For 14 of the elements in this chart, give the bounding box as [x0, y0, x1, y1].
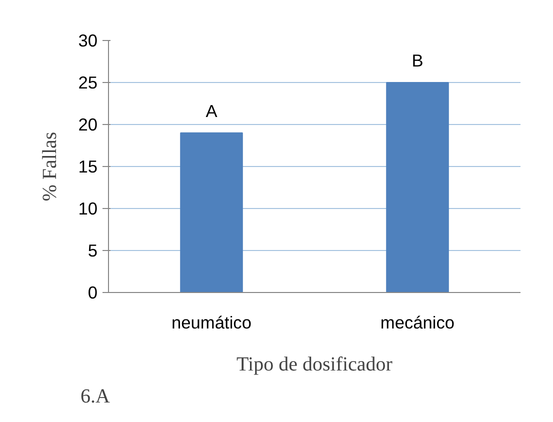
x-tick-label: neumático: [172, 312, 252, 332]
text: 6.A: [80, 386, 110, 408]
y-tick-label: 25: [78, 72, 98, 92]
y-tick-label: 20: [78, 114, 98, 134]
y-tick-label: 0: [88, 282, 98, 302]
y-tick-label: 30: [78, 30, 98, 50]
y-tick-label: 5: [88, 240, 98, 260]
annotation: B: [412, 50, 424, 70]
y-tick-label: 15: [78, 156, 98, 176]
x-axis-title: Tipo de dosificador: [236, 354, 393, 376]
x-tick-label: mecánico: [380, 312, 455, 332]
y-axis-title: % Fallas: [39, 132, 62, 202]
annotation: A: [206, 100, 218, 121]
y-tick-label: 10: [78, 198, 98, 218]
